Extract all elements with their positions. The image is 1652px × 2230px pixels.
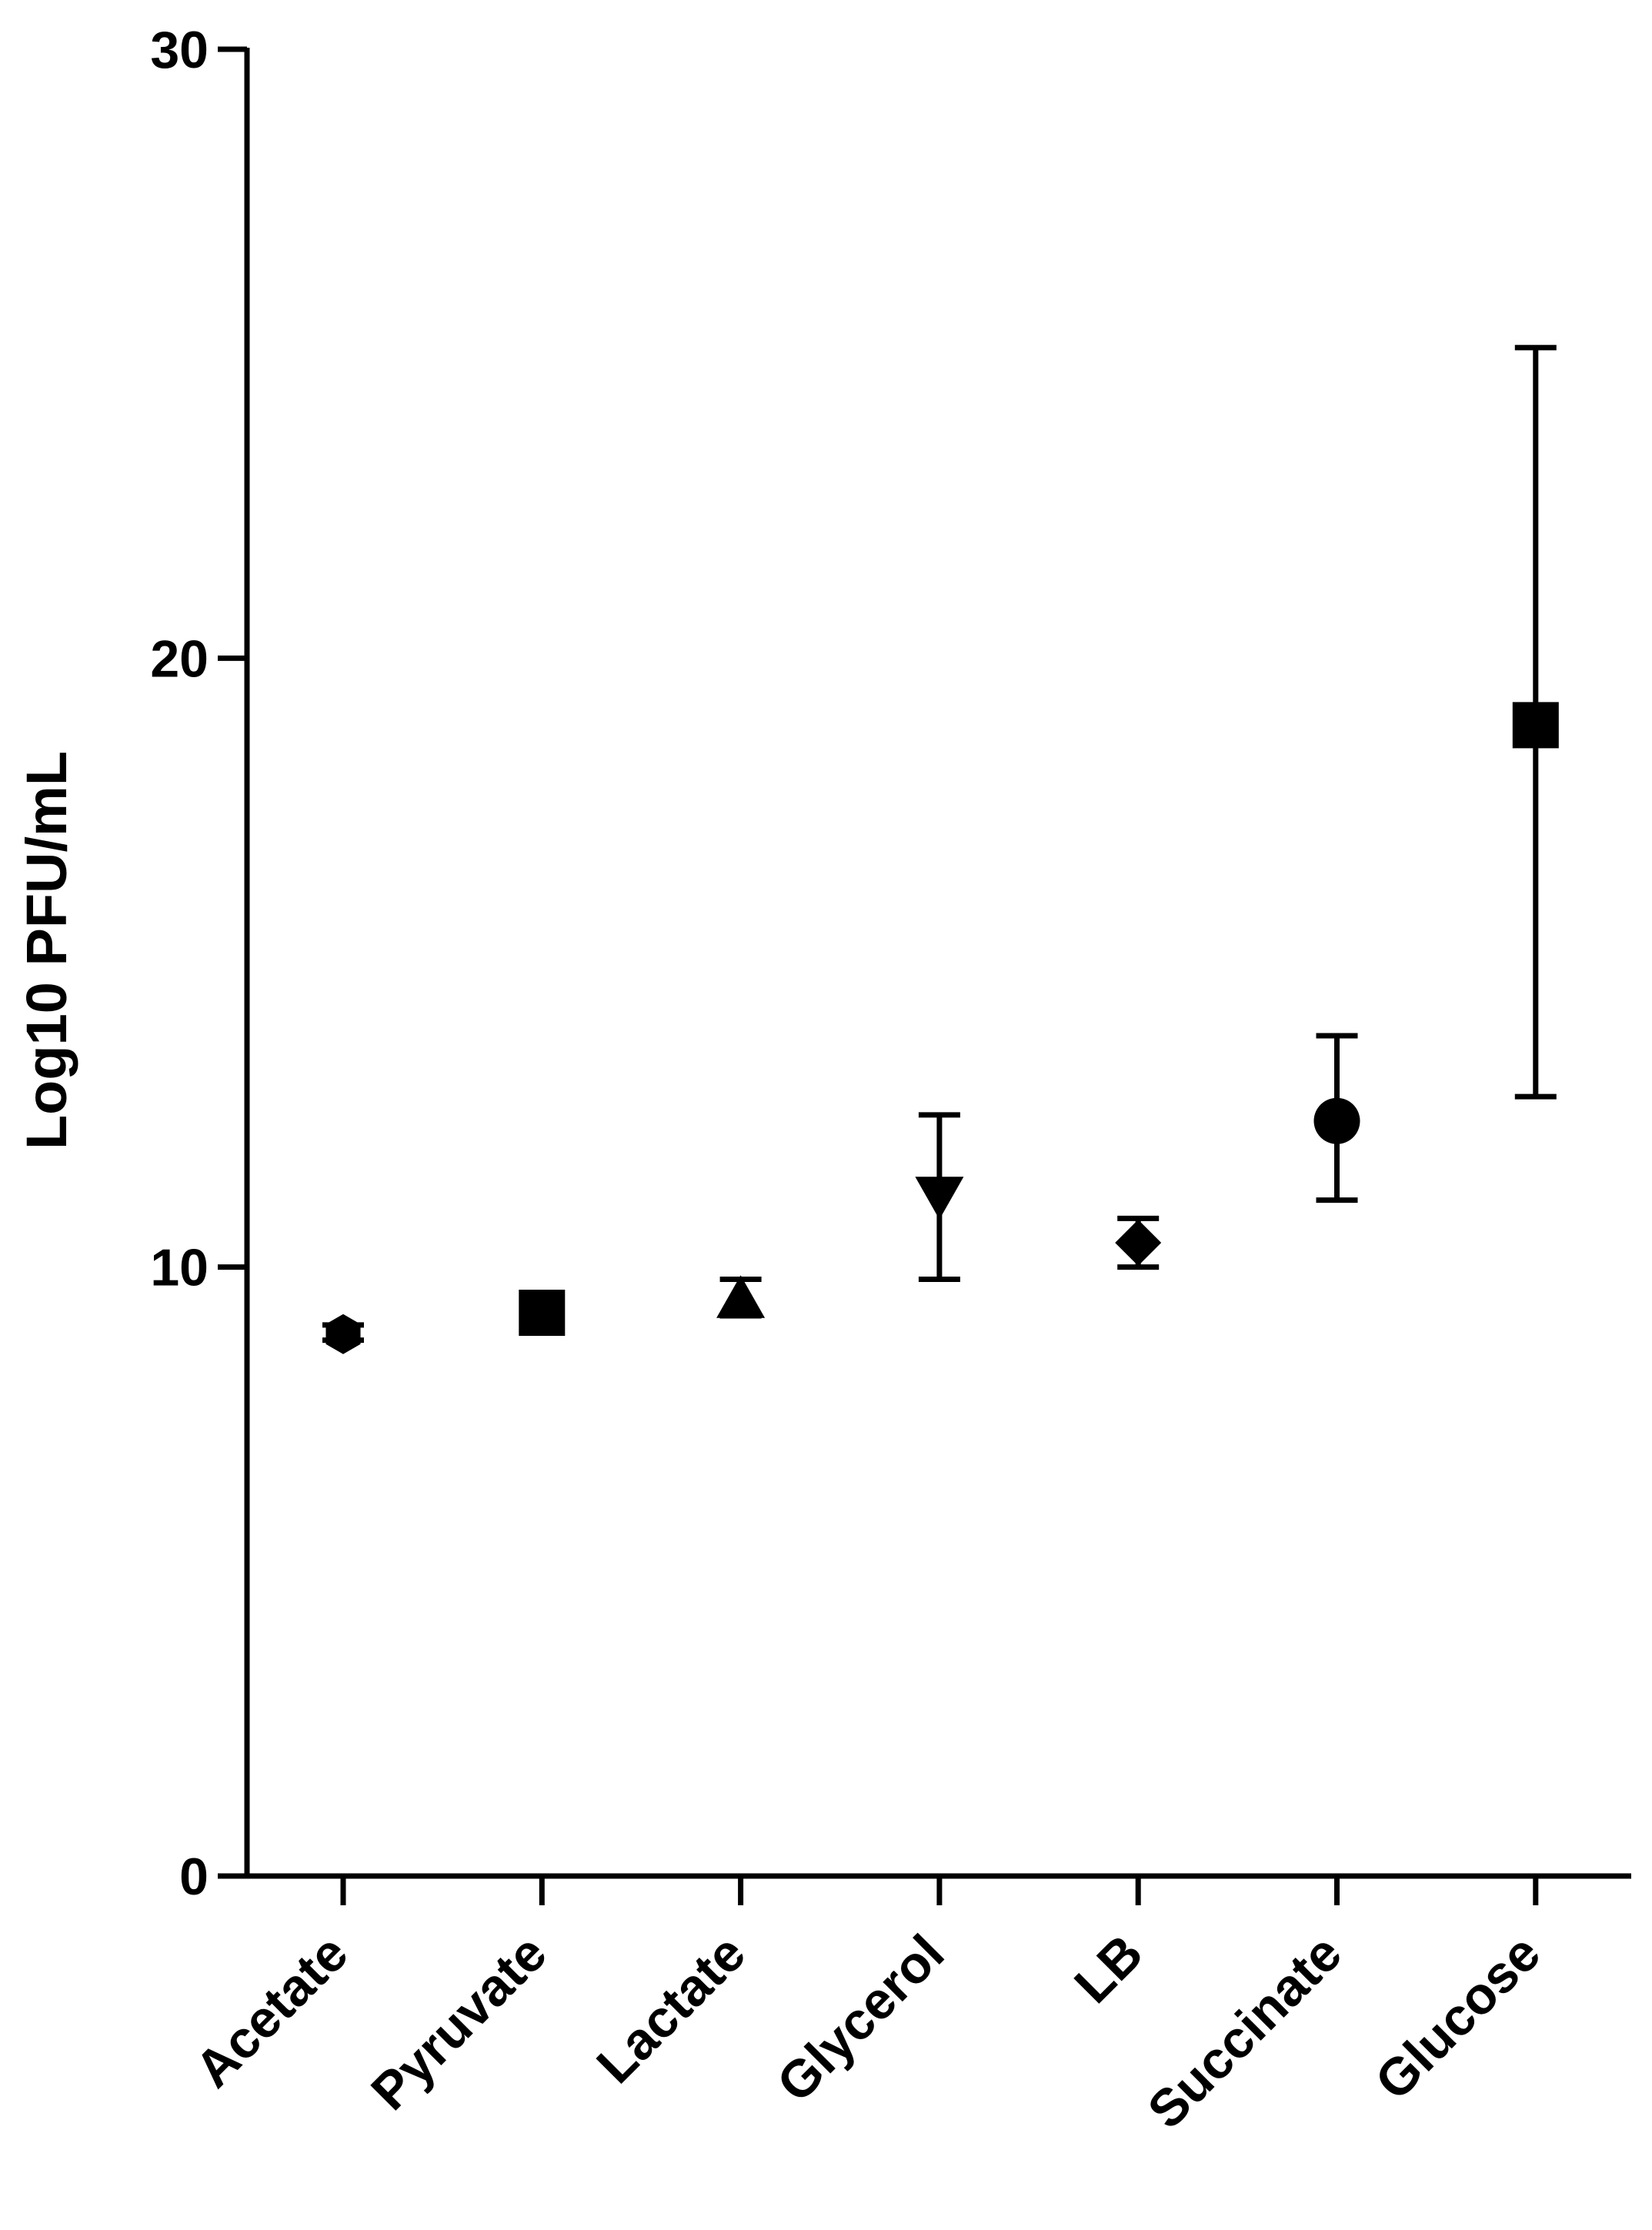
data-point (1512, 345, 1559, 1100)
axis-labels: 0 10 20 30 Acetate Pyruvate Lactate Glycerol LBS… (150, 21, 1551, 2140)
data-point (915, 1112, 964, 1282)
y-tick-label: 10 (150, 1239, 209, 1297)
x-tick-label: Glycerol (766, 1924, 955, 2113)
y-axis-title: Log10 PFU/mL (15, 751, 78, 1150)
x-tick-label: Acetate (184, 1924, 359, 2098)
data-point (716, 1275, 766, 1319)
x-tick-label: Pyruvate (360, 1924, 558, 2122)
x-tick-label: Succinate (1136, 1924, 1353, 2140)
x-tick-label: LB (1063, 1924, 1154, 2015)
data-point (519, 1290, 566, 1337)
marker-triangle-down (915, 1177, 964, 1220)
marker-hexagon (325, 1314, 361, 1354)
axes (218, 46, 1631, 1905)
data-marks (322, 345, 1559, 1354)
marker-circle (1313, 1097, 1360, 1144)
marker-diamond (1115, 1220, 1162, 1267)
x-tick-label: Glucose (1364, 1924, 1551, 2111)
marker-square (1512, 702, 1559, 749)
y-tick-label: 20 (150, 629, 209, 688)
marker-square (519, 1290, 566, 1337)
data-point (1115, 1215, 1162, 1270)
y-tick-label: 30 (150, 21, 209, 79)
x-tick-label: Lactate (586, 1924, 756, 2095)
data-point (322, 1314, 364, 1354)
y-tick-label: 0 (179, 1848, 209, 1906)
marker-triangle-up (716, 1275, 766, 1318)
data-point (1313, 1033, 1360, 1203)
